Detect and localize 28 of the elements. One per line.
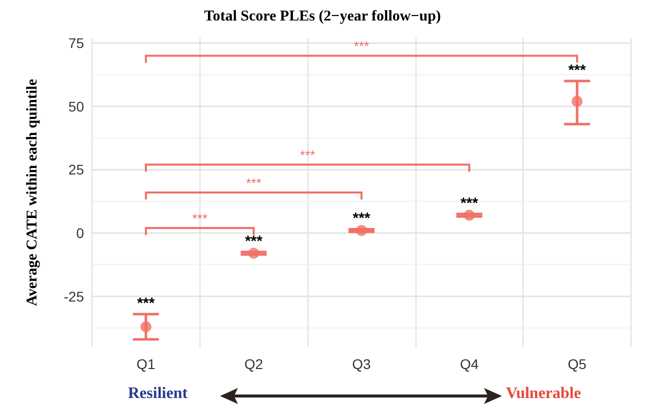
text: Vulnerable (506, 385, 581, 403)
annotation: *** (300, 148, 316, 163)
annotation: *** (354, 38, 370, 54)
y-tick-label: 75 (68, 35, 84, 52)
point (572, 96, 583, 107)
y-tick-label: 50 (68, 98, 84, 114)
x-tick-label: Q3 (352, 356, 372, 372)
point (356, 224, 367, 236)
chart-title: Total Score PLEs (2−year follow−up) (204, 8, 441, 24)
point (464, 210, 475, 221)
text: Resilient (128, 385, 188, 403)
point (140, 321, 152, 332)
y-tick-label: 0 (76, 225, 84, 242)
x-tick-label: Q1 (136, 356, 156, 372)
data-label: *** (568, 62, 586, 80)
y-tick-label: 25 (68, 162, 84, 178)
annotation: *** (246, 176, 262, 190)
x-tick-label: Q2 (244, 356, 264, 372)
data-label: *** (137, 295, 155, 312)
x-tick-label: Q4 (460, 356, 479, 372)
x-tick-label: Q5 (568, 356, 587, 372)
data-label: *** (244, 233, 263, 250)
annotation: *** (192, 210, 208, 226)
data-label: *** (352, 210, 370, 228)
y-tick-label: -25 (64, 288, 84, 304)
y-axis-title: Average CATE within each quintile (24, 78, 40, 306)
point (248, 248, 260, 259)
data-label: *** (460, 195, 478, 212)
